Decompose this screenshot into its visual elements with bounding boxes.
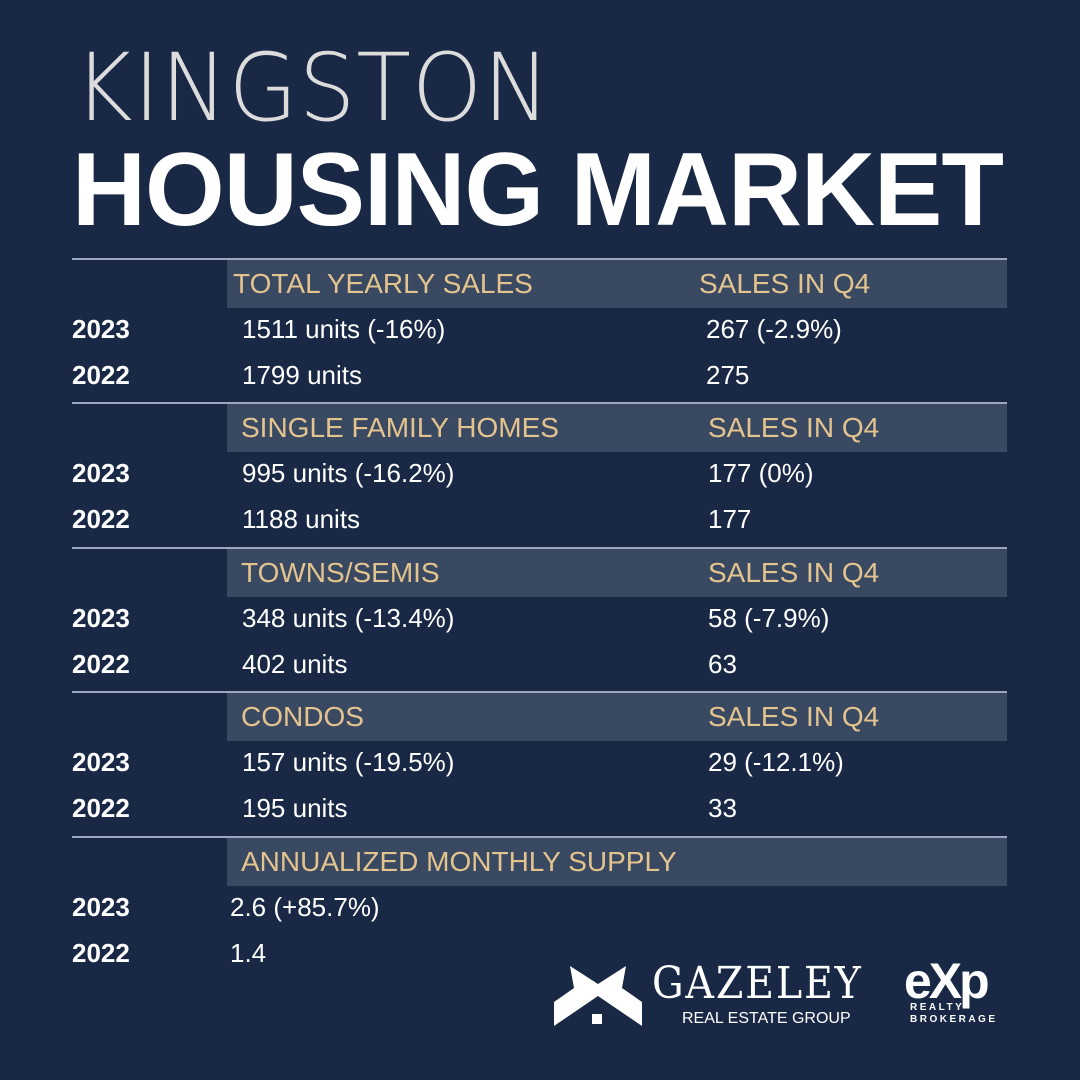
yearly-value: 1799 units xyxy=(242,360,362,390)
year-label: 2023 xyxy=(72,603,130,633)
year-label: 2023 xyxy=(72,892,130,922)
q4-value: 177 (0%) xyxy=(708,458,814,488)
yearly-value: 1188 units xyxy=(242,504,361,534)
section-header: TOTAL YEARLY SALES SALES IN Q4 xyxy=(227,260,1007,308)
yearly-value: 195 units xyxy=(242,793,348,823)
year-label: 2023 xyxy=(72,314,130,344)
section-header: CONDOS SALES IN Q4 xyxy=(227,693,1007,741)
header-q4-label: SALES IN Q4 xyxy=(699,268,871,299)
table-row: 2023 995 units (-16.2%) 177 (0%) xyxy=(72,452,1007,498)
exp-subtitle: REALTY BROKERAGE xyxy=(910,1002,998,1026)
table-row: 2023 348 units (-13.4%) 58 (-7.9%) xyxy=(72,597,1007,643)
gazeley-logo-text: GAZELEY xyxy=(652,958,863,1009)
supply-value: 1.4 xyxy=(230,938,267,968)
title-city: KINGSTON xyxy=(74,34,551,143)
q4-value: 33 xyxy=(708,793,737,823)
table-row: 2023 157 units (-19.5%) 29 (-12.1%) xyxy=(72,741,1007,787)
year-label: 2022 xyxy=(72,793,130,823)
gazeley-subtitle: REAL ESTATE GROUP xyxy=(682,1010,851,1027)
year-label: 2023 xyxy=(72,458,130,488)
q4-value: 275 xyxy=(706,360,750,390)
q4-value: 177 xyxy=(708,504,752,534)
section-annualized-monthly-supply: ANNUALIZED MONTHLY SUPPLY 2023 2.6 (+85.… xyxy=(72,836,1007,978)
section-header: TOWNS/SEMIS SALES IN Q4 xyxy=(227,549,1007,597)
year-label: 2022 xyxy=(72,649,130,679)
section-header: ANNUALIZED MONTHLY SUPPLY xyxy=(227,838,1007,886)
section-total-yearly-sales: TOTAL YEARLY SALES SALES IN Q4 2023 1511… xyxy=(72,258,1007,400)
yearly-value: 995 units (-16.2%) xyxy=(242,458,455,488)
year-label: 2023 xyxy=(72,747,130,777)
header-label: ANNUALIZED MONTHLY SUPPLY xyxy=(241,846,677,877)
supply-value: 2.6 (+85.7%) xyxy=(230,892,380,922)
section-towns-semis: TOWNS/SEMIS SALES IN Q4 2023 348 units (… xyxy=(72,547,1007,689)
header-label: TOWNS/SEMIS xyxy=(241,557,440,588)
header-label: TOTAL YEARLY SALES xyxy=(233,268,533,299)
exp-logo: eXp xyxy=(904,953,990,1009)
q4-value: 29 (-12.1%) xyxy=(708,747,844,777)
table-row: 2022 1799 units 275 xyxy=(72,354,1007,400)
section-condos: CONDOS SALES IN Q4 2023 157 units (-19.5… xyxy=(72,691,1007,833)
header-label: CONDOS xyxy=(241,701,364,732)
section-single-family-homes: SINGLE FAMILY HOMES SALES IN Q4 2023 995… xyxy=(72,402,1007,544)
table-row: 2022 1.4 xyxy=(72,932,1007,978)
yearly-value: 157 units (-19.5%) xyxy=(242,747,455,777)
header-label: SINGLE FAMILY HOMES xyxy=(241,412,559,443)
title-main: HOUSING MARKET xyxy=(72,132,1004,248)
section-header: SINGLE FAMILY HOMES SALES IN Q4 xyxy=(227,404,1007,452)
exp-subtitle-line1: REALTY xyxy=(910,1002,965,1013)
header-q4-label: SALES IN Q4 xyxy=(708,557,880,588)
year-label: 2022 xyxy=(72,938,130,968)
branding-footer: GAZELEY REAL ESTATE GROUP eXp REALTY BRO… xyxy=(552,956,1012,1032)
q4-value: 63 xyxy=(708,649,737,679)
gazeley-house-icon xyxy=(554,966,642,1026)
header-q4-label: SALES IN Q4 xyxy=(708,701,880,732)
exp-subtitle-line2: BROKERAGE xyxy=(910,1014,998,1025)
table-row: 2023 2.6 (+85.7%) xyxy=(72,886,1007,932)
year-label: 2022 xyxy=(72,360,130,390)
q4-value: 267 (-2.9%) xyxy=(706,314,842,344)
table-row: 2022 402 units 63 xyxy=(72,643,1007,689)
q4-value: 58 (-7.9%) xyxy=(708,603,830,633)
header-q4-label: SALES IN Q4 xyxy=(708,412,880,443)
yearly-value: 348 units (-13.4%) xyxy=(242,603,455,633)
yearly-value: 402 units xyxy=(242,649,348,679)
year-label: 2022 xyxy=(72,504,130,534)
table-row: 2023 1511 units (-16%) 267 (-2.9%) xyxy=(72,308,1007,354)
table-row: 2022 1188 units 177 xyxy=(72,498,1007,544)
table-row: 2022 195 units 33 xyxy=(72,787,1007,833)
yearly-value: 1511 units (-16%) xyxy=(242,314,446,344)
